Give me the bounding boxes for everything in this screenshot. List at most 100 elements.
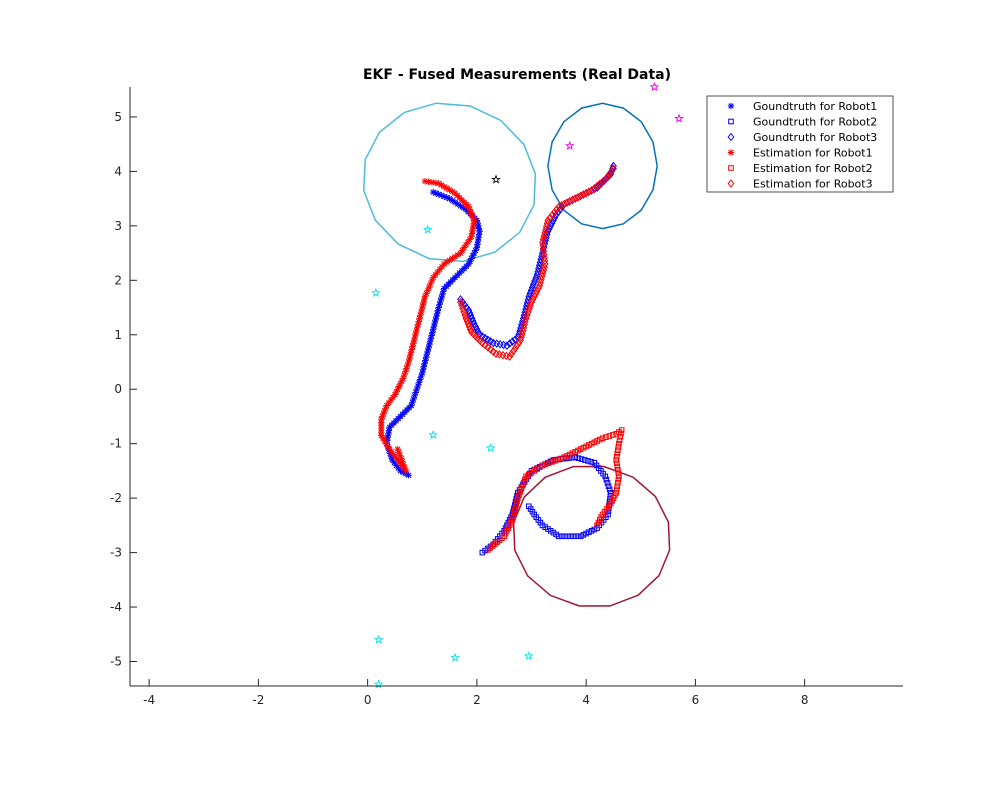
- series-2-marker: [578, 456, 585, 462]
- series-5-marker: [606, 433, 613, 439]
- series-5-marker: [603, 434, 609, 440]
- landmarks: [371, 81, 684, 689]
- series-1-marker: [440, 288, 447, 295]
- series-6-marker: [462, 314, 470, 323]
- series-3-marker: [466, 308, 474, 318]
- y-tick-label: -3: [110, 546, 122, 560]
- series-5-marker: [512, 504, 519, 511]
- series-2-marker: [571, 533, 578, 540]
- series-6: [457, 164, 617, 361]
- series-5-marker: [617, 434, 624, 440]
- series-5-marker: [517, 489, 524, 495]
- series-5-marker: [615, 480, 621, 486]
- x-tick-label: 6: [692, 693, 700, 707]
- legend-label-4: Estimation for Robot1: [753, 147, 873, 160]
- series-6-marker: [555, 202, 563, 212]
- series-6-marker: [530, 292, 538, 301]
- x-tick-label: 4: [582, 693, 590, 707]
- series-5-marker: [614, 483, 621, 489]
- series-3-marker: [569, 195, 576, 205]
- series-4-marker: [404, 362, 411, 369]
- series-1: [383, 188, 483, 479]
- series-6-marker: [457, 297, 464, 307]
- series-2-marker: [559, 533, 565, 540]
- x-tick-label: -4: [143, 693, 155, 707]
- series-5-marker: [615, 447, 621, 454]
- series-3-marker: [566, 197, 574, 206]
- y-tick-label: -2: [110, 491, 122, 505]
- y-tick-label: -1: [110, 437, 122, 451]
- series-5-marker: [552, 457, 558, 464]
- series-6-marker: [569, 195, 576, 205]
- series-6-marker: [546, 213, 554, 222]
- series-3-marker: [605, 172, 612, 181]
- series-6-marker: [544, 216, 552, 225]
- series-3-marker: [577, 191, 585, 201]
- y-tick-label: -5: [110, 654, 122, 668]
- series-6-marker: [529, 295, 537, 304]
- series-2-marker: [605, 483, 612, 489]
- series-6-marker: [460, 307, 468, 317]
- landmark-star-1-6: [450, 652, 460, 662]
- series-5-marker: [615, 470, 622, 476]
- series-2-marker: [577, 533, 584, 540]
- series-5-marker: [511, 507, 518, 514]
- series-3-marker: [563, 198, 571, 208]
- series-5-marker: [549, 459, 555, 465]
- series-6-marker: [551, 207, 558, 217]
- series-6-marker: [566, 197, 574, 206]
- series-6-marker: [558, 201, 566, 210]
- series-5-marker: [594, 522, 600, 529]
- y-tick-label: 0: [114, 382, 122, 396]
- series-5: [485, 427, 625, 553]
- series-6-marker: [601, 175, 609, 184]
- series-6-marker: [484, 342, 492, 352]
- series-2-marker: [575, 455, 582, 461]
- series-5-marker: [616, 473, 622, 480]
- series-5-marker: [618, 430, 624, 437]
- series-6-marker: [585, 187, 593, 197]
- series-4-marker: [421, 178, 429, 185]
- series-6-marker: [607, 167, 615, 176]
- series-6-marker: [532, 289, 540, 299]
- series-markers: [378, 161, 625, 556]
- legend-label-3: Goundtruth for Robot3: [753, 131, 877, 144]
- series-5-marker: [618, 427, 625, 433]
- series-6-marker: [577, 191, 585, 201]
- series-5-marker: [539, 462, 546, 469]
- series-2-marker: [606, 486, 613, 493]
- series-6-marker: [593, 181, 601, 191]
- y-tick-label: 4: [114, 164, 122, 178]
- series-5-marker: [555, 456, 561, 463]
- y-tick-label: -4: [110, 600, 122, 614]
- series-5-marker: [518, 485, 525, 492]
- series-6-marker: [528, 297, 535, 307]
- series-6-marker: [478, 338, 486, 348]
- landmark-star-1-3: [428, 429, 439, 440]
- series-6-marker: [459, 304, 467, 313]
- series-1-marker: [438, 192, 445, 199]
- series-3-marker: [585, 187, 593, 197]
- series-3-marker: [582, 188, 590, 198]
- series-5-marker: [615, 467, 621, 473]
- series-6-marker: [508, 349, 515, 359]
- series-2-marker: [568, 533, 575, 540]
- legend-label-5: Estimation for Robot2: [753, 162, 873, 175]
- series-4-marker: [393, 388, 400, 396]
- series-5-marker: [510, 514, 516, 520]
- series-6-marker: [506, 352, 514, 361]
- landmark-star-1-7: [523, 650, 534, 661]
- series-3-marker: [467, 311, 475, 321]
- series-6-marker: [465, 322, 473, 331]
- series-6-marker: [596, 179, 604, 189]
- series-3-marker: [472, 322, 479, 331]
- series-6-marker: [515, 338, 523, 348]
- legend-marker-2: [728, 118, 734, 125]
- series-4-marker: [395, 383, 403, 390]
- legend-marker-3: [727, 132, 735, 142]
- series-1-marker: [440, 285, 448, 292]
- landmark-star-1-4: [485, 442, 496, 453]
- series-3-marker: [571, 194, 579, 203]
- series-5-marker: [615, 476, 622, 483]
- series-6-marker: [489, 347, 497, 356]
